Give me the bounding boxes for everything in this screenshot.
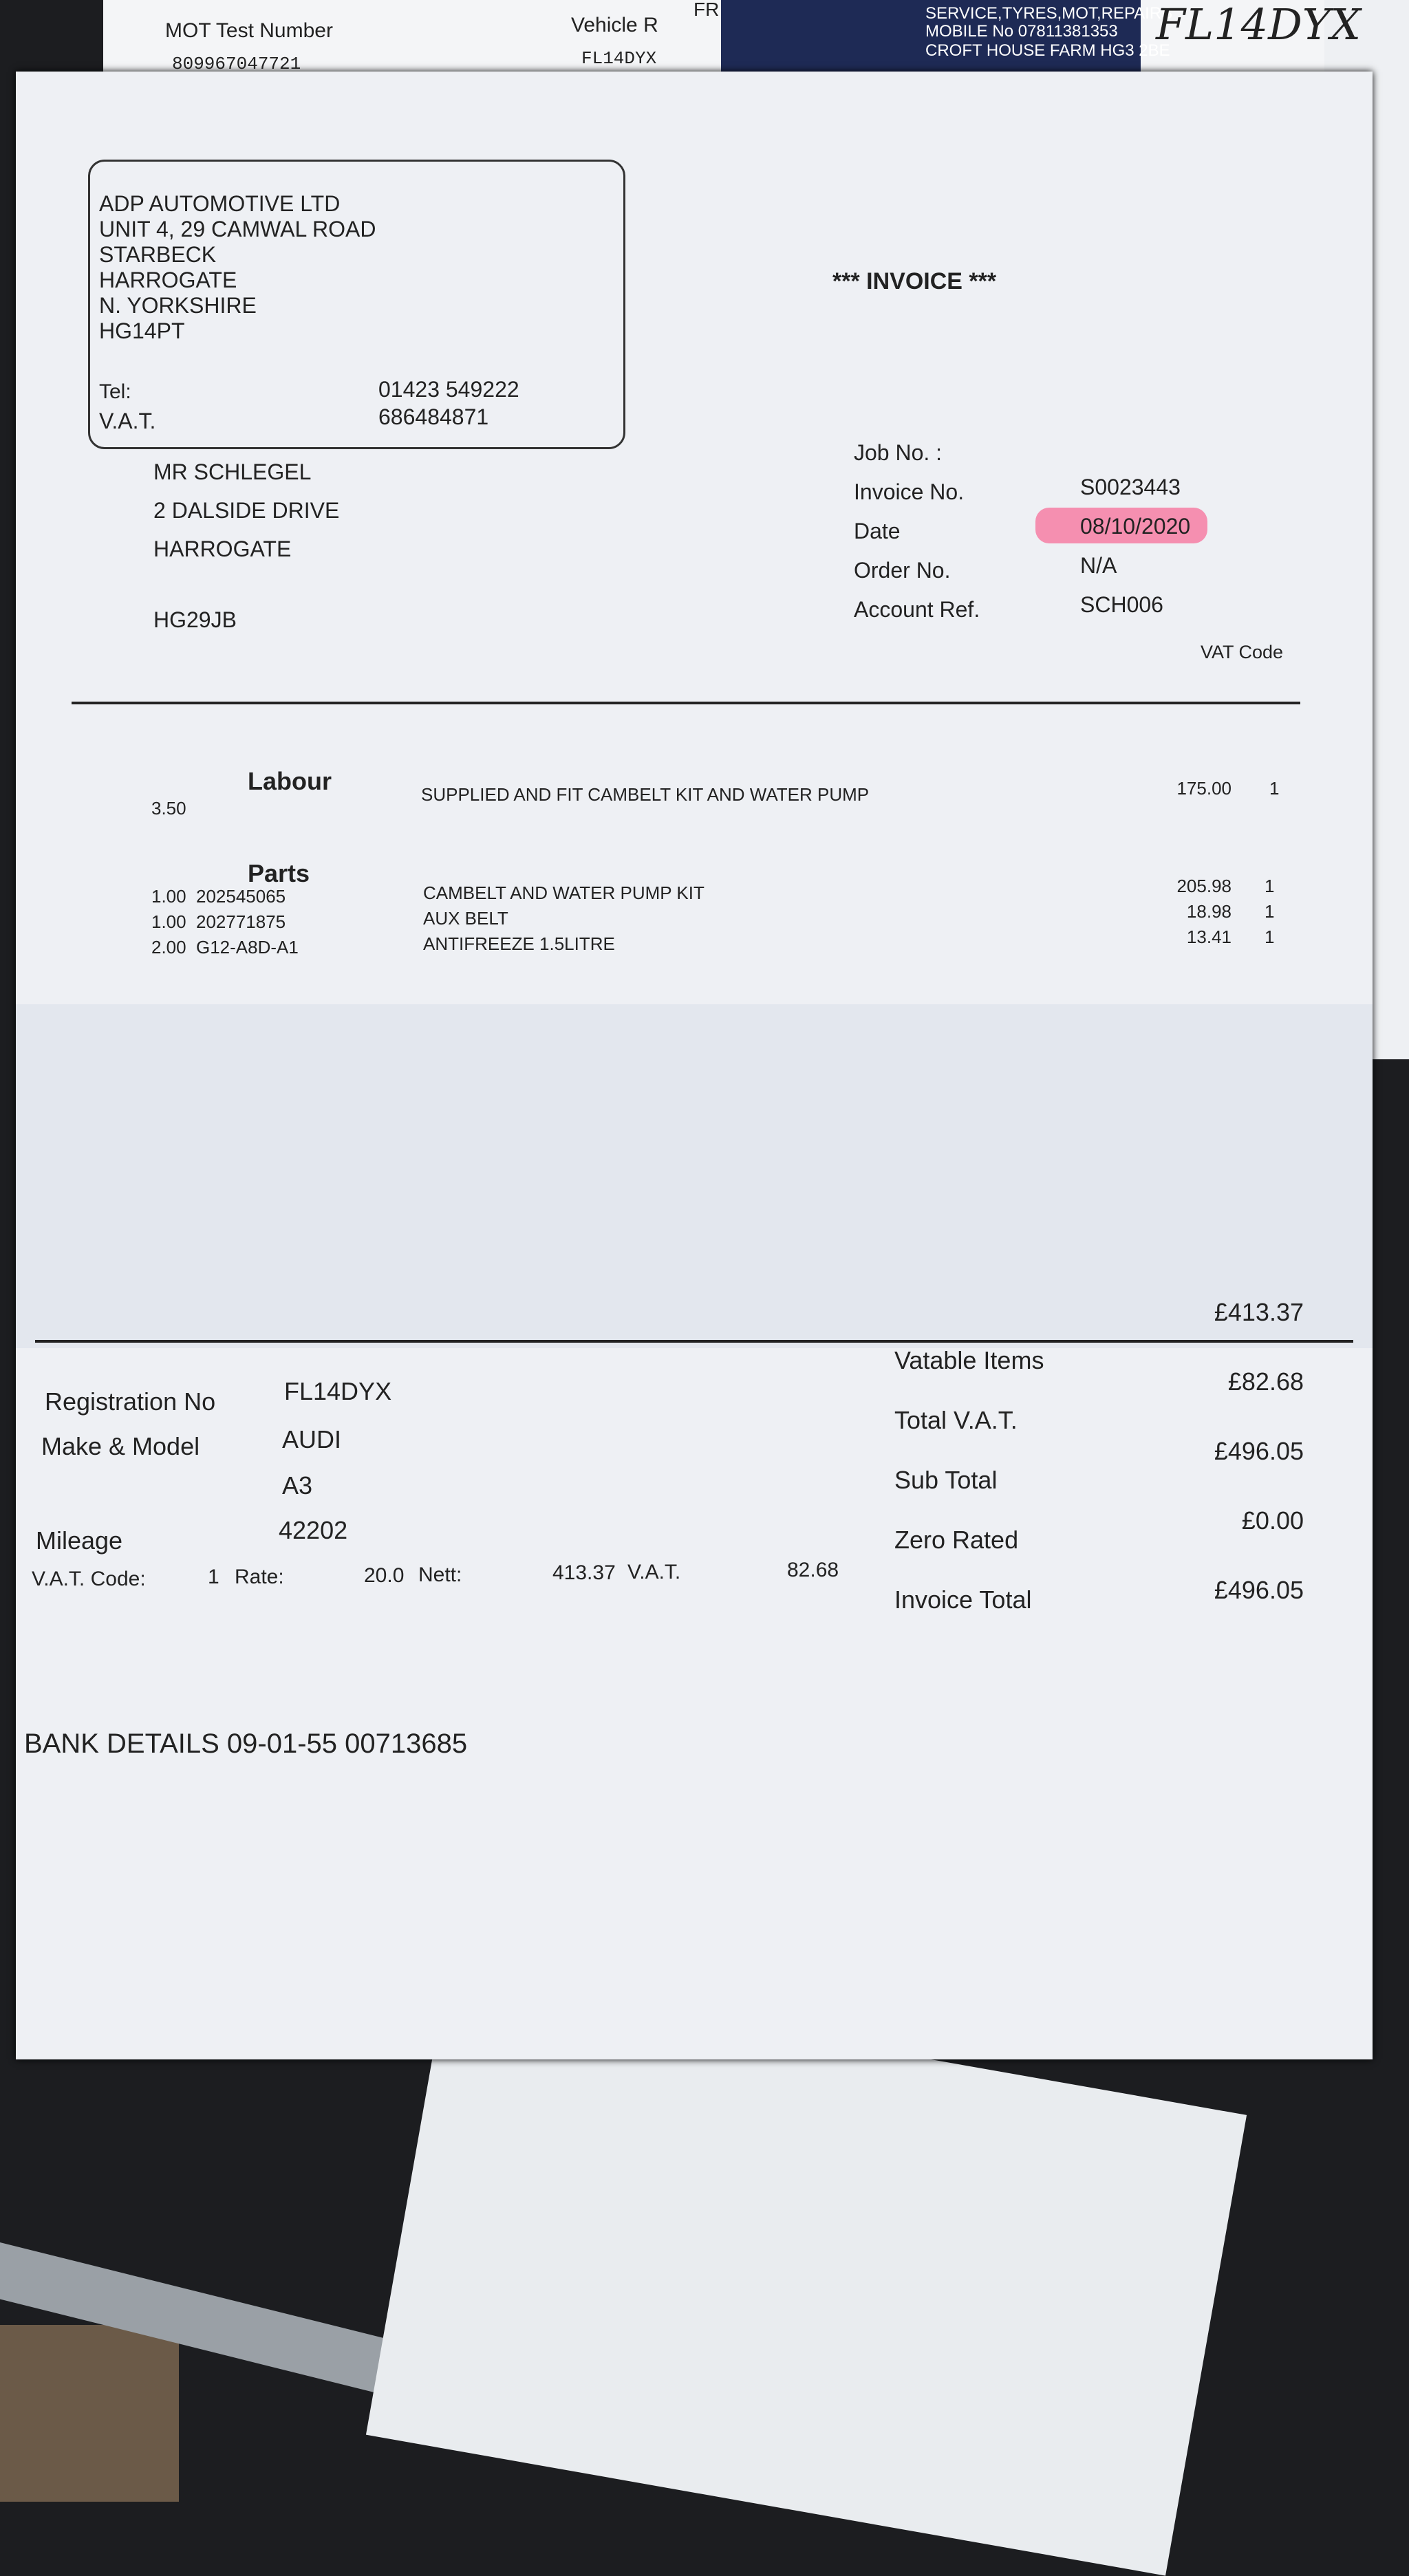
text: Vatable Items [894,1346,1044,1374]
text: AUX BELT [423,908,508,929]
text: £496.05 [1214,1576,1304,1604]
text: Order No. [854,558,951,583]
text: 1 [208,1566,219,1589]
text: 18.98 [1186,901,1231,922]
text: £82.68 [1227,1367,1304,1396]
rule [72,702,1300,704]
text: 1.00 [151,911,186,932]
text: Sub Total [894,1466,998,1494]
text: 3.50 [151,798,186,819]
text: Date [854,519,901,543]
text: AUDI [282,1425,342,1453]
text: FL14DYX [1156,0,1361,50]
text: 413.37 [552,1561,616,1585]
text: 202545065 [196,886,286,907]
text: G12-A8D-A1 [196,937,299,957]
text: SERVICE,TYRES,MOT,REPAIRS [925,4,1173,23]
text: Vehicle R [571,14,658,36]
fold-shade [16,1004,1373,1348]
text: ADP AUTOMOTIVE LTD [99,191,341,216]
text: £0.00 [1241,1506,1304,1535]
text: SCH006 [1080,592,1163,617]
text: 809967047721 [172,54,301,74]
text: Zero Rated [894,1526,1019,1554]
text: 1.00 [151,886,186,907]
rule [35,1340,1353,1343]
text: £496.05 [1214,1437,1304,1465]
text: 1 [1265,927,1275,947]
text: V.A.T. [99,409,156,433]
under-paper [365,1974,1247,2576]
text: Mileage [36,1526,123,1555]
text: 20.0 [364,1563,405,1587]
text: 42202 [279,1516,348,1544]
text: CAMBELT AND WATER PUMP KIT [423,883,704,903]
text: CROFT HOUSE FARM HG3 2BE [925,41,1170,60]
text: S0023443 [1080,475,1181,499]
text: 82.68 [787,1559,839,1582]
text: HG29JB [153,607,237,632]
text: 13.41 [1186,927,1231,947]
text: HG14PT [99,318,185,343]
text: SUPPLIED AND FIT CAMBELT KIT AND WATER P… [421,784,870,805]
text: FL14DYX [284,1377,392,1405]
text: Rate: [235,1565,284,1588]
text: 08/10/2020 [1080,514,1191,539]
text: 686484871 [378,404,489,429]
text: HARROGATE [99,268,237,292]
text: Registration No [45,1387,216,1416]
text: MR SCHLEGEL [153,459,312,484]
text: FL14DYX [581,48,657,69]
text: Parts [248,859,310,887]
text: Make & Model [41,1432,200,1460]
text: STARBECK [99,242,217,267]
text: 1 [1265,876,1275,896]
text: 01423 549222 [378,377,519,402]
text: A3 [282,1471,313,1500]
text: MOT Test Number [165,19,333,42]
text: 175.00 [1176,778,1231,799]
text: UNIT 4, 29 CAMWAL ROAD [99,217,376,241]
text: 2 DALSIDE DRIVE [153,498,340,523]
text: Labour [248,767,332,795]
text: VAT Code [1201,642,1284,662]
text: 202771875 [196,911,286,932]
text: 2.00 [151,937,186,957]
text: N/A [1080,553,1117,578]
text: Account Ref. [854,597,980,622]
text: Invoice Total [894,1585,1032,1614]
date-highlight [1035,508,1207,543]
text: Job No. : [854,440,943,465]
company-box [88,160,625,449]
text: MOBILE No 07811381353 [925,22,1118,41]
text: 205.98 [1176,876,1231,896]
text: N. YORKSHIRE [99,293,257,318]
text: HARROGATE [153,537,292,561]
business-card [721,0,1141,76]
text: 1 [1265,901,1275,922]
text: V.A.T. [627,1561,681,1584]
text: BANK DETAILS 09-01-55 00713685 [24,1729,468,1759]
text: Invoice No. [854,479,965,504]
text: Nett: [418,1563,462,1586]
text: FR [693,0,720,20]
text: ANTIFREEZE 1.5LITRE [423,933,615,954]
text: 1 [1269,778,1280,799]
gravel [0,2325,179,2502]
text: V.A.T. Code: [32,1568,146,1591]
text: £413.37 [1214,1298,1304,1326]
text: *** INVOICE *** [832,268,997,294]
text: Tel: [99,380,131,403]
text: Total V.A.T. [894,1406,1018,1434]
